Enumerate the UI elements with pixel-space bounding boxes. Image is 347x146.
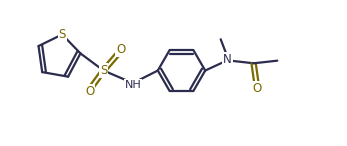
Text: O: O xyxy=(252,82,262,95)
Text: O: O xyxy=(116,43,125,56)
Text: O: O xyxy=(85,85,94,98)
Text: S: S xyxy=(59,28,66,41)
Text: N: N xyxy=(223,53,232,66)
Text: NH: NH xyxy=(125,80,142,90)
Text: S: S xyxy=(100,64,107,77)
